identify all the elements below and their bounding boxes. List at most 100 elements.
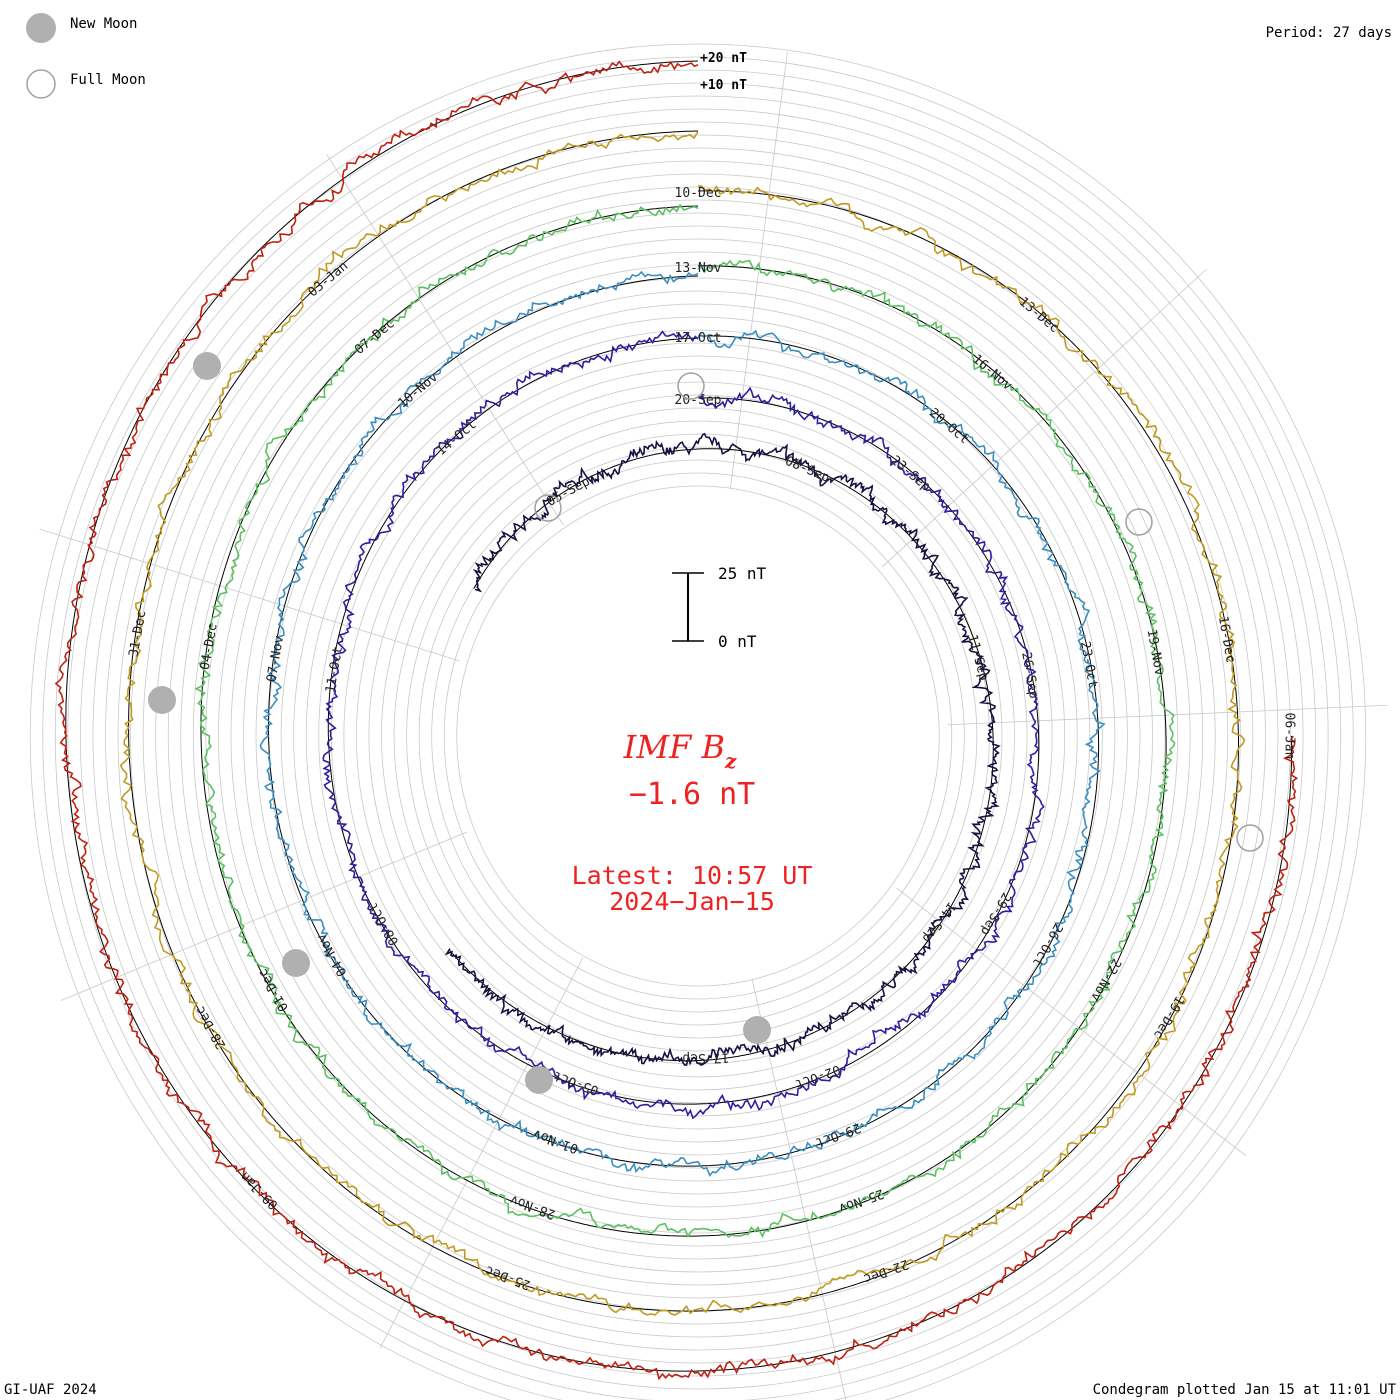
grid-spoke (881, 269, 1207, 568)
date-label: 25-Dec (483, 1262, 532, 1292)
new-moon-icon (26, 13, 56, 43)
full-moon-marker (677, 372, 705, 400)
grid-ring (443, 472, 953, 1000)
date-label: 19-Nov (1144, 628, 1167, 677)
series-line-rotation-2 (322, 330, 1045, 1120)
date-label: 31-Dec (126, 609, 149, 658)
new-moon-marker (282, 949, 310, 977)
date-label: 03-Jan (306, 259, 352, 301)
grid-ring (217, 238, 1179, 1234)
full-moon-legend-label: Full Moon (70, 72, 146, 88)
date-label: 10-Nov (395, 370, 441, 412)
moon-phase-layer (148, 352, 1264, 1094)
date-label: 11-Oct (323, 645, 346, 694)
date-label: 16-Dec (1215, 615, 1238, 664)
grid-ring (180, 199, 1216, 1273)
grid-spoke (896, 887, 1247, 1156)
date-label: 16-Nov (969, 352, 1015, 394)
series-layer (54, 60, 1299, 1381)
new-moon-marker (148, 686, 176, 714)
date-label: 08-Oct (366, 900, 402, 948)
grid-layer (30, 43, 1388, 1400)
full-moon-marker (1236, 824, 1264, 852)
grid-ring (192, 212, 1204, 1260)
date-label: 28-Dec (193, 1003, 229, 1051)
series-line-rotation-3 (259, 270, 1106, 1177)
date-label: 17-Sep (682, 1050, 729, 1066)
date-label: 14-Sep (918, 899, 958, 946)
new-moon-marker (525, 1066, 553, 1094)
series-line-rotation-5 (119, 131, 1246, 1316)
current-value: −1.6 nT (629, 777, 755, 812)
chart-title-subscript: z (724, 749, 737, 773)
full-moon-icon (26, 69, 56, 99)
grid-ring (55, 69, 1341, 1400)
grid-ring (393, 420, 1003, 1052)
date-label: 05-Sep (544, 474, 593, 510)
series-line-rotation-6 (54, 60, 1299, 1381)
new-moon-marker (743, 1016, 771, 1044)
series-line-rotation-1 (444, 432, 1001, 1066)
ring-scale-top-label: +20 nT (700, 51, 747, 66)
date-label: 01-Nov (531, 1126, 580, 1156)
grid-spoke (60, 831, 468, 1001)
grid-spoke (379, 957, 584, 1349)
date-label: 13-Nov (675, 261, 722, 276)
ring-scale-mid-label: +10 nT (700, 78, 747, 93)
chart-title-main: IMF B (623, 728, 725, 766)
date-label: 06-Jan (1282, 713, 1297, 760)
date-label: 22-Dec (861, 1256, 910, 1286)
grid-ring (431, 459, 965, 1013)
grid-ring (255, 277, 1141, 1195)
date-label: 09-Jan (238, 1168, 282, 1212)
grid-ring (343, 368, 1053, 1104)
grid-spoke (39, 528, 460, 662)
zero-baseline-1 (448, 448, 994, 1062)
date-label: 02-Oct (793, 1061, 842, 1091)
date-label: 05-Oct (552, 1068, 601, 1098)
date-label: 23-Sep (888, 453, 934, 495)
grid-ring (355, 381, 1041, 1091)
zero-baseline-5 (128, 130, 1239, 1312)
date-label: 22-Nov (1087, 956, 1124, 1004)
date-label: 23-Oct (1077, 640, 1100, 689)
grid-ring (230, 251, 1166, 1221)
grid-ring (80, 95, 1316, 1377)
zero-baseline-6 (65, 60, 1293, 1372)
grid-ring (42, 56, 1354, 1400)
date-label: 20-Sep (675, 393, 722, 408)
date-label: 07-Nov (264, 634, 287, 683)
grid-ring (318, 342, 1078, 1130)
new-moon-marker (193, 352, 221, 380)
series-line-rotation-4 (194, 203, 1176, 1239)
grid-ring (305, 329, 1091, 1143)
full-moon-marker (1125, 508, 1153, 536)
grid-ring (280, 303, 1116, 1169)
grid-spoke (326, 154, 564, 526)
latest-time: Latest: 10:57 UT (572, 861, 813, 890)
date-label: 04-Nov (314, 931, 351, 979)
date-label: 10-Dec (675, 186, 722, 201)
grid-ring (368, 394, 1028, 1078)
zero-baseline-3 (268, 275, 1100, 1167)
grid-ring (30, 43, 1366, 1400)
grid-ring (381, 407, 1015, 1065)
full-moon-marker (534, 494, 562, 522)
date-label: 19-Dec (1150, 993, 1186, 1041)
zero-baseline-4 (200, 205, 1167, 1237)
date-label: 08-Sep (783, 454, 832, 486)
scale-bar-bottom-label: 0 nT (718, 632, 757, 651)
grid-ring (105, 121, 1291, 1351)
grid-ring (205, 225, 1191, 1247)
footer-plot-time: Condegram plotted Jan 15 at 11:01 UT (1093, 1382, 1397, 1398)
footer-credit: GI-UAF 2024 (4, 1382, 97, 1398)
grid-ring (167, 186, 1229, 1286)
date-label: 04-Dec (198, 622, 221, 671)
chart-title: IMF Bz (623, 728, 737, 773)
grid-spoke (947, 704, 1388, 726)
period-label: Period: 27 days (1266, 25, 1392, 41)
date-label: 11-Sep (964, 633, 991, 682)
grid-ring (130, 147, 1266, 1325)
new-moon-legend-label: New Moon (70, 16, 137, 32)
